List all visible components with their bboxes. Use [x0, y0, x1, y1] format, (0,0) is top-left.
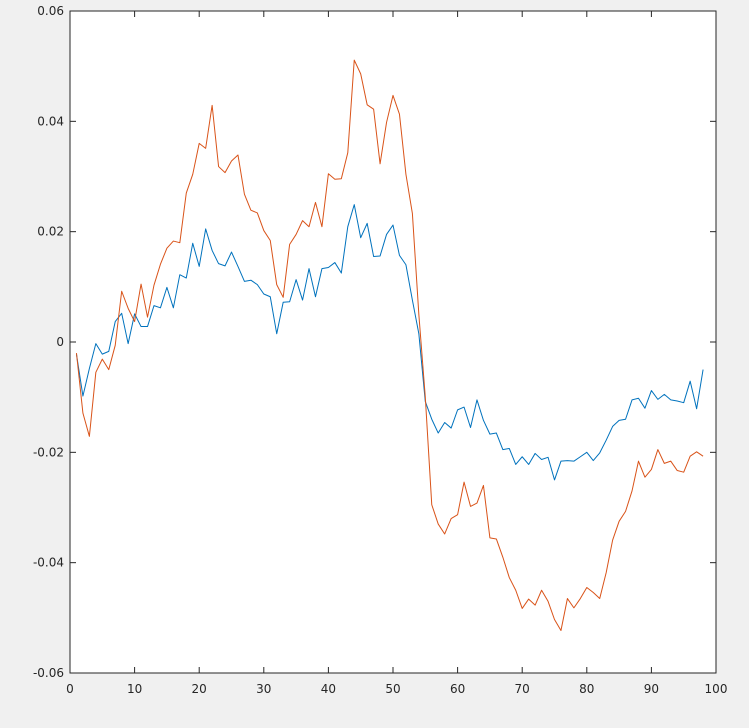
y-tick-label: 0.04	[37, 114, 64, 128]
x-tick-label: 0	[66, 682, 74, 696]
x-tick-label: 90	[644, 682, 659, 696]
x-tick-label: 20	[192, 682, 207, 696]
x-tick-label: 80	[579, 682, 594, 696]
x-tick-label: 50	[385, 682, 400, 696]
series-layer	[75, 59, 704, 632]
x-tick-label: 40	[321, 682, 336, 696]
x-tick-label: 70	[515, 682, 530, 696]
tick-layer: 0 10 20 30 40 50 60 70 80 90 100 -0.06 -0.04 -0.02 0 0.…	[33, 4, 728, 696]
y-tick-label: 0	[56, 335, 64, 349]
x-tick-label: 60	[450, 682, 465, 696]
series-line-2	[75, 59, 704, 632]
y-tick-label: 0.06	[37, 4, 64, 18]
x-tick-label: 30	[256, 682, 271, 696]
plot-frame	[69, 10, 717, 674]
y-tick-label: -0.02	[33, 445, 64, 459]
x-tick-label: 100	[705, 682, 728, 696]
series-line-1	[75, 204, 704, 481]
x-tick-label: 10	[127, 682, 142, 696]
y-tick-label: -0.04	[33, 556, 64, 570]
y-tick-label: 0.02	[37, 225, 64, 239]
y-tick-label: -0.06	[33, 666, 64, 680]
plot-area	[70, 11, 716, 673]
